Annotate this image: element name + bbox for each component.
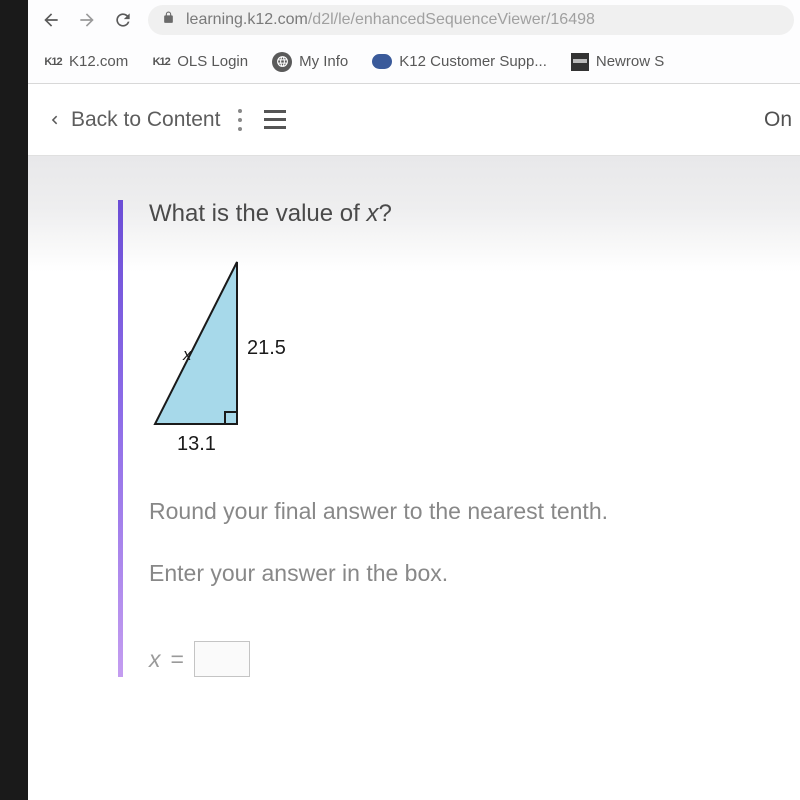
lock-icon	[162, 10, 176, 30]
bookmark-label: K12.com	[69, 53, 128, 70]
bookmarks-bar: K12 K12.com K12 OLS Login My Info K12 Cu…	[28, 40, 800, 84]
url-path: /d2l/le/enhancedSequenceViewer/16498	[308, 11, 595, 29]
hint-round: Round your final answer to the nearest t…	[149, 494, 790, 530]
forward-icon[interactable]	[70, 3, 104, 37]
k12-icon: K12	[44, 53, 62, 71]
header-status: On	[764, 108, 792, 132]
back-icon[interactable]	[34, 3, 68, 37]
answer-row: x =	[149, 641, 790, 677]
chat-bubble-icon	[372, 54, 392, 69]
bookmark-k12com[interactable]: K12 K12.com	[34, 49, 138, 75]
bookmark-newrow[interactable]: Newrow S	[561, 49, 674, 75]
content-header: Back to Content On	[28, 84, 800, 156]
bookmark-label: K12 Customer Supp...	[399, 53, 547, 70]
reload-icon[interactable]	[106, 3, 140, 37]
globe-icon	[272, 52, 292, 72]
triangle-shape	[155, 262, 237, 424]
bookmark-my-info[interactable]: My Info	[262, 48, 358, 76]
url-bar[interactable]: learning.k12.com/d2l/le/enhancedSequence…	[148, 5, 794, 35]
question-prompt: What is the value of x?	[149, 200, 790, 228]
bookmark-ols-login[interactable]: K12 OLS Login	[142, 49, 258, 75]
main-content: What is the value of x? x 21.5 13.1 Roun…	[28, 156, 800, 800]
question-card: What is the value of x? x 21.5 13.1 Roun…	[118, 200, 790, 677]
bookmark-label: Newrow S	[596, 53, 664, 70]
menu-icon[interactable]	[264, 110, 286, 129]
bookmark-label: My Info	[299, 53, 348, 70]
browser-nav-bar: learning.k12.com/d2l/le/enhancedSequence…	[28, 0, 800, 40]
chevron-left-icon	[48, 110, 61, 130]
hint-enter: Enter your answer in the box.	[149, 556, 790, 592]
bookmark-label: OLS Login	[177, 53, 248, 70]
more-options-icon[interactable]	[238, 109, 242, 131]
app-icon	[571, 53, 589, 71]
k12-icon: K12	[152, 53, 170, 71]
answer-equals: =	[171, 646, 184, 673]
bookmark-k12-support[interactable]: K12 Customer Supp...	[362, 49, 557, 74]
triangle-figure: x 21.5 13.1	[149, 254, 349, 468]
label-right-side: 21.5	[247, 337, 286, 359]
back-label: Back to Content	[71, 108, 220, 132]
back-to-content-link[interactable]: Back to Content	[48, 108, 220, 132]
answer-input[interactable]	[194, 641, 250, 677]
label-base: 13.1	[177, 433, 216, 455]
url-host: learning.k12.com	[186, 11, 308, 29]
label-hypotenuse: x	[182, 345, 192, 364]
answer-variable: x	[149, 646, 161, 673]
